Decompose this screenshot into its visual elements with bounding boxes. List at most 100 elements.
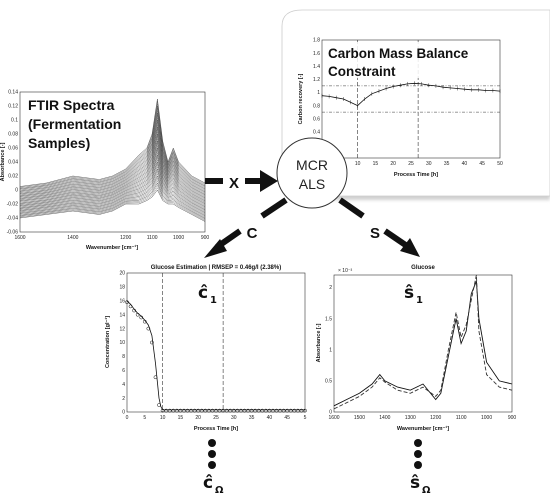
glucose-reference-point <box>185 408 190 413</box>
carbon-x-tick-9: 45 <box>479 161 485 167</box>
gluspec-y-tick-1: 0.5 <box>325 379 332 385</box>
mcr-label: MCR <box>296 157 328 173</box>
gluspec-plot-frame <box>333 274 513 413</box>
carbon-y-tick-7: 1.4 <box>313 64 320 70</box>
ftir-spectrum-line <box>19 187 206 221</box>
ftir-spectrum-line <box>19 119 206 194</box>
s-dot-1 <box>414 439 422 447</box>
ftir-x-tick-2: 1200 <box>120 235 131 241</box>
glucose-reference-point <box>164 408 169 413</box>
arrow-s: S <box>338 197 420 257</box>
ftir-spectrum-line <box>19 122 206 195</box>
s-omega-label: ŝ <box>410 473 420 493</box>
gluspec-y-tick-2: 1 <box>329 347 332 353</box>
glucose-reference-point <box>171 408 176 413</box>
ftir-y-tick-4: 0.02 <box>8 174 18 180</box>
ftir-spectrum-line <box>19 152 206 206</box>
carbon-y-tick-8: 1.6 <box>313 51 320 57</box>
gluest-plot-frame <box>126 272 306 413</box>
glucose-reference-point <box>292 408 297 413</box>
s-dot-2 <box>414 450 422 458</box>
glucose-estimation-title: Glucose Estimation | RMSEP = 0.46g/l (2.… <box>151 265 281 271</box>
glucose-reference-point <box>210 408 215 413</box>
ftir-y-tick-1: -0.04 <box>7 216 19 222</box>
glucose-reference-point <box>142 319 147 324</box>
ftir-spectrum-line <box>19 101 206 188</box>
ftir-spectrum-line <box>19 112 206 192</box>
glucose-reference-point <box>157 403 161 407</box>
c1-subscript: 1 <box>210 295 217 306</box>
gluest-x-tick-4: 20 <box>195 415 201 421</box>
ftir-spectrum-line <box>19 126 206 197</box>
ftir-title: FTIR Spectra (Fermentation Samples) <box>26 94 138 154</box>
carbon-ylabel: Carbon recovery [-] <box>298 73 304 124</box>
c1-label: ĉ <box>198 283 208 303</box>
gluest-y-tick-2: 4 <box>122 382 125 388</box>
carbon-x-tick-2: 10 <box>355 161 361 167</box>
gluest-x-tick-5: 25 <box>213 415 219 421</box>
ftir-y-tick-9: 0.12 <box>8 104 18 110</box>
gluest-xlabel: Process Time [h] <box>194 426 238 432</box>
glucose-reference-point <box>303 408 307 413</box>
glucose-reference-point <box>153 375 158 380</box>
s-dot-3 <box>414 461 422 469</box>
ftir-spectrum-line <box>19 138 206 201</box>
c-dot-2 <box>208 450 216 458</box>
glucose-spectrum-solid <box>333 281 513 407</box>
glucose-reference-point <box>239 408 243 413</box>
gluspec-y-tick-0: 0 <box>329 410 332 416</box>
gluspec-x-tick-0: 1600 <box>328 415 339 421</box>
arrow-x-label: X <box>229 175 239 192</box>
glucose-reference-point <box>189 408 193 413</box>
glucose-reference-point <box>132 308 136 313</box>
glucose-reference-point <box>267 408 272 413</box>
gluspec-ylabel: Absorbance [-] <box>316 323 322 362</box>
carbon-y-tick-3: 0.6 <box>313 116 320 122</box>
ftir-spectrum-line <box>19 131 206 198</box>
ftir-spectrum-line <box>19 133 206 199</box>
ftir-title-line3: Samples) <box>28 135 90 151</box>
gluest-x-tick-0: 0 <box>126 415 129 421</box>
glucose-reference-point <box>217 408 222 413</box>
ftir-spectrum-line <box>19 180 206 218</box>
ftir-x-tick-3: 1100 <box>147 235 158 241</box>
mcr-als-node: MCR ALS <box>276 137 348 209</box>
glucose-reference-point <box>167 408 172 413</box>
c-omega-subscript: Ω <box>215 485 224 495</box>
ftir-y-tick-10: 0.14 <box>8 90 18 96</box>
ftir-spectrum-line <box>19 143 206 202</box>
gluest-x-tick-6: 30 <box>231 415 237 421</box>
ftir-spectrum-line <box>19 163 206 211</box>
ftir-spectrum-line <box>19 129 206 198</box>
gluest-y-tick-1: 2 <box>122 396 125 402</box>
glucose-reference-point <box>231 408 236 413</box>
glucose-estimation-plot: Glucose Estimation | RMSEP = 0.46g/l (2.… <box>104 265 307 432</box>
ftir-spectrum-line <box>19 182 206 219</box>
carbon-title-line2: Constraint <box>328 64 396 79</box>
ftir-spectrum-line <box>19 177 206 217</box>
gluest-y-tick-5: 10 <box>119 340 125 346</box>
gluest-x-tick-1: 5 <box>143 415 146 421</box>
arrow-s-label: S <box>370 225 380 242</box>
glucose-reference-point <box>274 408 279 413</box>
ftir-y-tick-0: -0.06 <box>7 230 19 236</box>
glucose-reference-point <box>246 408 250 413</box>
glucose-reference-point <box>146 326 151 331</box>
carbon-x-tick-4: 20 <box>390 161 396 167</box>
ftir-spectrum-line <box>19 166 206 212</box>
glucose-reference-point <box>160 408 165 413</box>
carbon-title-line1: Carbon Mass Balance <box>328 46 469 61</box>
ftir-y-tick-7: 0.08 <box>8 132 18 138</box>
ftir-spectrum-line <box>19 168 206 213</box>
c-dot-1 <box>208 439 216 447</box>
ftir-spectrum-line <box>19 159 206 209</box>
carbon-x-tick-6: 30 <box>426 161 432 167</box>
gluspec-x-tick-1: 1500 <box>354 415 365 421</box>
c-ellipsis: ĉ Ω <box>203 439 224 495</box>
gluest-y-tick-0: 0 <box>122 410 125 416</box>
ftir-x-tick-5: 900 <box>201 235 210 241</box>
carbon-y-tick-9: 1.8 <box>313 38 320 44</box>
gluest-y-tick-7: 14 <box>119 312 125 318</box>
ftir-x-tick-0: 1600 <box>14 235 25 241</box>
carbon-title: Carbon Mass Balance Constraint <box>326 42 476 79</box>
